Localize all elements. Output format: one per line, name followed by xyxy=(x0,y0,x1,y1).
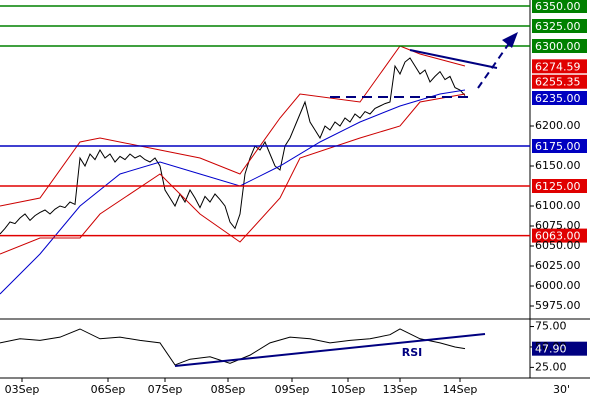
trend-line xyxy=(409,49,498,69)
x-tick-label: 09Sep xyxy=(275,383,310,396)
level-label: 6300.00 xyxy=(535,40,581,53)
level-label-box xyxy=(532,39,587,53)
y-tick-label: 6075.00 xyxy=(535,219,581,232)
level-label-box xyxy=(532,341,587,356)
x-tick-label: 06Sep xyxy=(91,383,126,396)
x-tick-label: 08Sep xyxy=(211,383,246,396)
level-label-box xyxy=(532,91,587,105)
level-label-box xyxy=(532,59,587,74)
level-label-box xyxy=(532,19,587,33)
level-label: 6325.00 xyxy=(535,20,581,33)
y-tick-label: 6200.00 xyxy=(535,119,581,132)
y-tick-label: 5975.00 xyxy=(535,299,581,312)
series-line xyxy=(0,93,466,255)
level-label: 47.90 xyxy=(535,343,567,356)
level-label-box xyxy=(532,0,587,13)
level-label: 6175.00 xyxy=(535,140,581,153)
level-label: 6255.35 xyxy=(535,76,581,89)
y-tick-label: 6050.00 xyxy=(535,239,581,252)
x-tick-label: 13Sep xyxy=(383,383,418,396)
series-line xyxy=(0,57,466,235)
rsi-label: RSI xyxy=(402,346,423,359)
x-tick-label: 07Sep xyxy=(148,383,183,396)
y-tick-label: 6150.00 xyxy=(535,159,581,172)
level-label: 6235.00 xyxy=(535,92,581,105)
level-label-box xyxy=(532,228,587,243)
projection-arrow xyxy=(477,41,511,89)
y-tick-label: 6000.00 xyxy=(535,279,581,292)
level-label: 6125.00 xyxy=(535,180,581,193)
y-tick-label: 6025.00 xyxy=(535,259,581,272)
level-label-box xyxy=(532,139,587,153)
level-label: 6063.00 xyxy=(535,230,581,243)
timeframe: 30' xyxy=(553,383,570,396)
level-label: 6274.59 xyxy=(535,60,581,73)
y-tick-label: 25.00 xyxy=(535,360,567,373)
x-tick-label: 14Sep xyxy=(443,383,478,396)
x-tick-label: 03Sep xyxy=(5,383,40,396)
y-tick-label: 6100.00 xyxy=(535,199,581,212)
level-label: 6350.00 xyxy=(535,0,581,13)
arrow-head xyxy=(502,32,518,48)
level-label-box xyxy=(532,74,587,89)
plot xyxy=(0,0,587,382)
x-tick-label: 10Sep xyxy=(331,383,366,396)
y-tick-label: 75.00 xyxy=(535,320,567,333)
y-tick-label: 50.00 xyxy=(535,340,567,353)
rsi-trend-line xyxy=(174,333,486,367)
level-label-box xyxy=(532,179,587,193)
